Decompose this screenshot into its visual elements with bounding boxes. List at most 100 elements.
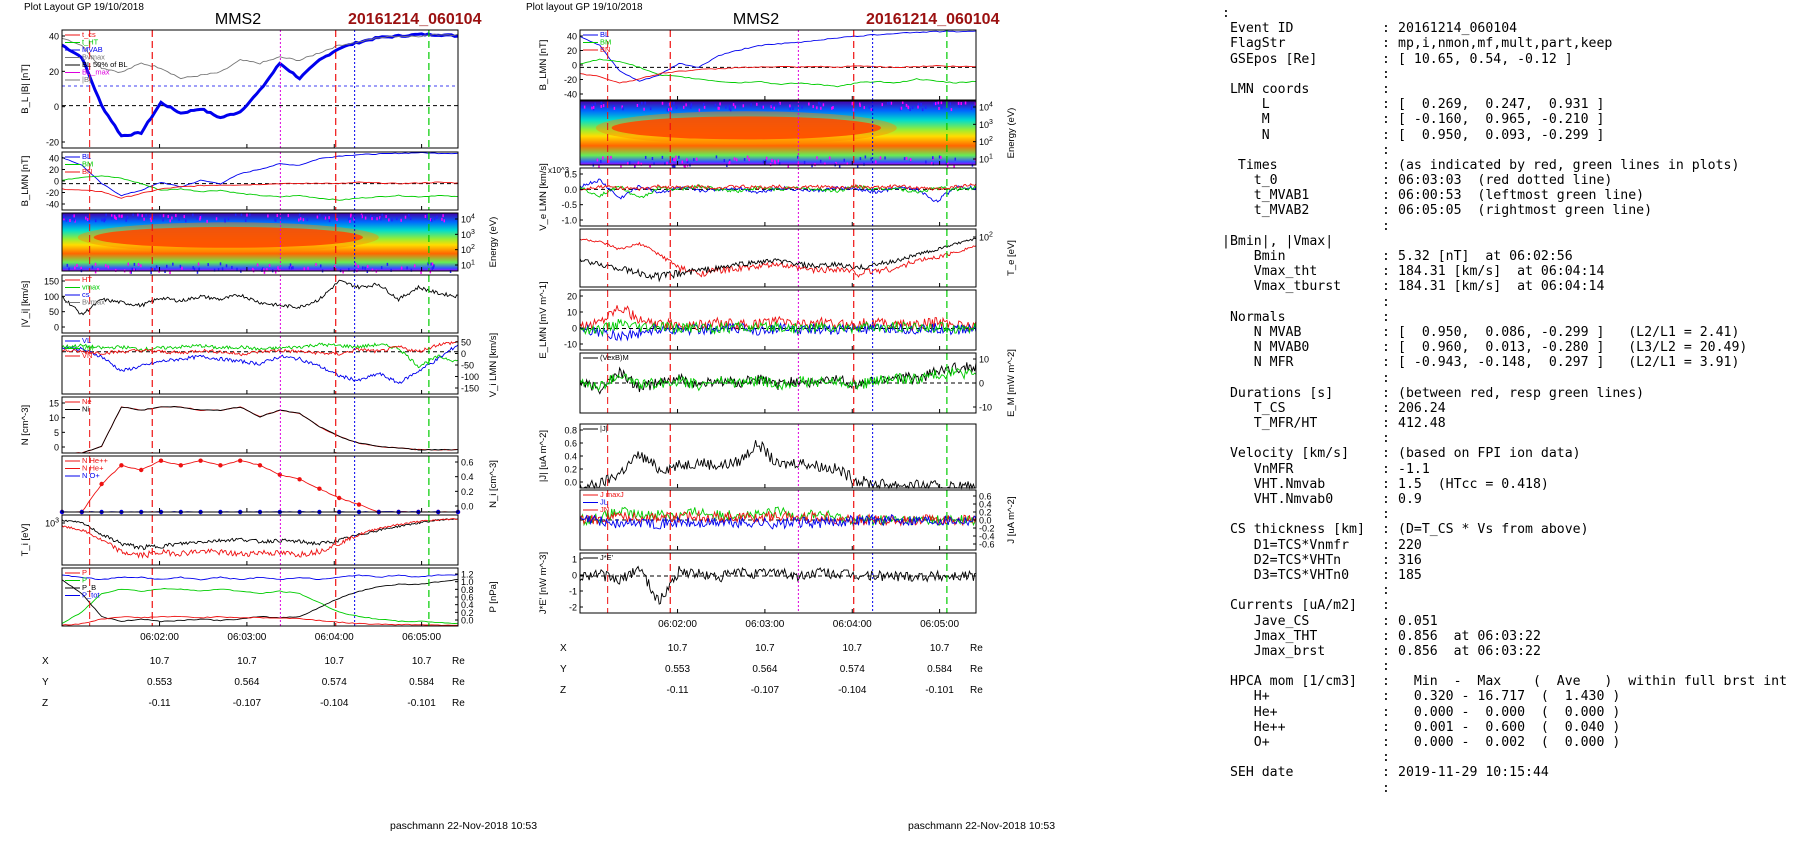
info-colon: : (1382, 36, 1390, 52)
y-tick-label: 1.2 (461, 570, 474, 580)
spectrogram-speckle (289, 263, 292, 267)
data-point (139, 467, 144, 473)
tick-exponent: 4 (471, 214, 475, 221)
series-te-red (579, 238, 977, 278)
spectrogram-speckle (686, 158, 688, 162)
series-vl (61, 344, 459, 385)
y-tick-label: 0 (572, 571, 577, 581)
spectrogram-speckle (406, 266, 408, 270)
info-key: N (1222, 127, 1270, 143)
info-value: Min - Max ( Ave ) within full brst int (1398, 674, 1788, 690)
legend-label: P (82, 576, 87, 585)
spectrogram-speckle (668, 102, 671, 106)
info-row: H+: 0.320 - 16.717 ( 1.430 ) (1222, 689, 1800, 704)
info-colon: : (1382, 735, 1390, 750)
info-value (1398, 659, 1800, 674)
info-row: Bmin:5.32 [nT] at 06:02:56 (1222, 249, 1800, 264)
spectrogram-speckle (302, 218, 305, 222)
spectrogram-speckle (636, 103, 639, 107)
spectrogram-speckle (364, 216, 367, 220)
y-tick-label: 0 (461, 349, 466, 359)
spectrogram-speckle (938, 107, 940, 111)
y-tick-label: 20 (567, 46, 577, 56)
legend-label: |J| (600, 424, 608, 433)
spectrogram-speckle (668, 108, 670, 112)
spectrogram-speckle (937, 101, 940, 105)
spectrogram-speckle (193, 267, 196, 271)
spectrogram-speckle (137, 216, 140, 220)
y-tick-label: -0.4 (979, 532, 995, 542)
panel-frame (61, 29, 459, 149)
spectrogram-speckle (323, 215, 325, 219)
spectrogram-speckle (934, 102, 937, 106)
info-value: 316 (1398, 552, 1422, 568)
panel-frame (61, 151, 459, 211)
spectrogram-speckle (360, 213, 363, 217)
legend-label: t_HT (82, 38, 99, 47)
xyz-row-label: Y (42, 677, 49, 688)
spectrogram-speckle (890, 101, 893, 105)
series-n-he- (62, 460, 459, 513)
info-colon: : (1382, 704, 1390, 720)
legend-label: VM (82, 344, 93, 353)
info-key: Normals (1222, 309, 1286, 325)
spectrogram-speckle (594, 102, 596, 106)
spectrogram-speckle (278, 268, 280, 272)
panel-frame (61, 514, 459, 566)
panel-ion-composition: 0.6 0.4 0.2 0.0 N_i [cm^-3] N He++N He+N O+ (59, 455, 499, 515)
y-axis-label: N_i [cm^-3] (488, 460, 499, 508)
y-tick-label: -50 (461, 361, 474, 371)
spectrogram-speckle (673, 164, 676, 168)
spectrogram-speckle (121, 214, 123, 218)
spectrogram-speckle (734, 105, 737, 109)
spectrogram-speckle (169, 219, 171, 223)
spectrogram-speckle (227, 217, 230, 221)
spectrogram-speckle (750, 103, 752, 107)
series-vn (61, 340, 459, 357)
info-key: Times (1222, 157, 1278, 173)
spectrogram-speckle (626, 162, 629, 166)
spectrogram-speckle (762, 160, 765, 164)
info-key: t_MVAB1 (1222, 188, 1310, 204)
spectrogram-speckle (762, 105, 764, 109)
spectrogram-speckle (369, 215, 372, 219)
xyz-value: 10.7 (237, 656, 257, 667)
spectrogram-speckle (583, 105, 586, 109)
info-row: He+: 0.000 - 0.000 ( 0.000 ) (1222, 705, 1800, 720)
xyz-value: 10.7 (843, 643, 863, 654)
info-colon: : (1382, 400, 1390, 416)
xyz-value: 0.584 (409, 677, 434, 688)
spectrogram-speckle (150, 270, 152, 274)
panel-frame (579, 289, 977, 351)
spectrogram-speckle (946, 164, 949, 168)
spectrogram-speckle (905, 103, 908, 107)
spectrogram-speckle (105, 213, 107, 217)
info-key: T_CS (1222, 400, 1286, 416)
y-tick-label: -40 (46, 200, 59, 210)
info-key (1222, 750, 1382, 765)
spectrogram-speckle (672, 164, 675, 168)
spectrogram-speckle (695, 157, 698, 161)
xyz-value: 10.7 (325, 656, 345, 667)
info-row: Vmax_tburst:184.31 [km/s] at 06:04:14 (1222, 279, 1800, 294)
spectrogram-speckle (248, 213, 251, 217)
y-tick-label: -20 (564, 75, 577, 85)
spectrogram-speckle (63, 217, 65, 221)
info-value: 1.5 (HTcc = 0.418) (1398, 476, 1549, 492)
spectrogram-speckle (431, 262, 434, 266)
spectrogram-speckle (307, 266, 309, 270)
spectrogram-speckle (816, 106, 818, 110)
legend-label: vmax (82, 283, 100, 292)
spectrogram-core (611, 116, 881, 140)
spectrogram-speckle (224, 218, 226, 222)
y-axis-label: N [cm^-3] (20, 405, 31, 445)
y-axis-label: B_LMN [nT] (20, 156, 31, 207)
spectrogram-speckle (381, 213, 383, 217)
spectrogram-speckle (86, 218, 89, 222)
tick-exponent: 2 (471, 244, 475, 251)
spectrogram-speckle (196, 216, 199, 220)
panel-frame (579, 228, 977, 288)
xyz-value: 10.7 (150, 656, 170, 667)
spectrogram-speckle (94, 270, 97, 274)
xyz-value: -0.101 (925, 685, 954, 696)
